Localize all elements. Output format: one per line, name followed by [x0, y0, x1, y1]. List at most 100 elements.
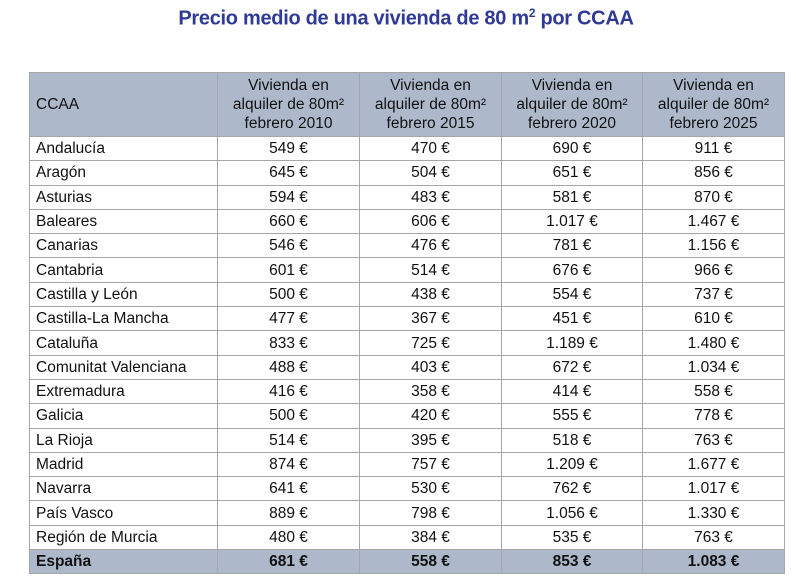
- price-cell: 778 €: [642, 403, 785, 429]
- price-cell: 470 €: [359, 135, 502, 162]
- price-cell: 601 €: [217, 257, 360, 283]
- price-cell: 514 €: [217, 427, 360, 453]
- price-cell: 420 €: [359, 403, 502, 429]
- title-superscript: 2: [528, 6, 536, 20]
- price-cell: 480 €: [217, 524, 360, 551]
- title-text: Precio medio de una vivienda de 80 m: [178, 7, 529, 30]
- header-line: febrero 2020: [528, 115, 616, 132]
- price-cell: 594 €: [217, 184, 360, 210]
- price-cell: 1.467 €: [642, 208, 785, 235]
- price-cell: 676 €: [501, 257, 643, 283]
- header-line: alquiler de 80m²: [374, 96, 487, 113]
- table-row: Madrid 874 €757 €1.209 €1.677 €: [29, 451, 785, 478]
- price-cell: 1.677 €: [642, 451, 785, 478]
- price-cell: 1.017 €: [501, 208, 643, 235]
- price-cell: 514 €: [359, 257, 502, 283]
- price-cell: 911 €: [642, 135, 785, 162]
- region-cell: Cataluña: [29, 330, 218, 356]
- table-row: Baleares 660 €606 €1.017 €1.467 €: [29, 208, 785, 235]
- price-cell: 546 €: [217, 233, 360, 259]
- price-cell: 870 €: [642, 184, 785, 210]
- region-cell: País Vasco: [29, 500, 218, 526]
- price-cell: 403 €: [359, 354, 502, 380]
- header-2020: Vivienda en alquiler de 80m² febrero 2020: [501, 72, 643, 137]
- price-cell: 645 €: [217, 160, 360, 186]
- price-cell: 414 €: [501, 378, 643, 405]
- table-row: La Rioja 514 €395 €518 €763 €: [29, 427, 785, 453]
- price-cell: 763 €: [642, 427, 785, 453]
- table-row: Galicia 500 €420 €555 €778 €: [29, 403, 785, 429]
- price-cell: 1.056 €: [501, 500, 643, 526]
- region-cell: Madrid: [29, 451, 218, 478]
- table-row: País Vasco 889 €798 €1.056 €1.330 €: [29, 500, 785, 526]
- table-row: Comunitat Valenciana 488 €403 €672 €1.034…: [29, 354, 785, 380]
- price-cell: 874 €: [217, 451, 360, 478]
- header-row: CCAA Vivienda en alquiler de 80m² febrero …: [29, 72, 785, 137]
- region-cell: Región de Murcia: [29, 524, 218, 551]
- region-cell: Castilla y León: [29, 281, 218, 308]
- price-cell: 690 €: [501, 135, 643, 162]
- price-cell: 488 €: [217, 354, 360, 380]
- table-row: Aragón 645 €504 €651 €856 €: [29, 160, 785, 186]
- region-cell: Extremadura: [29, 378, 218, 405]
- price-table: CCAA Vivienda en alquiler de 80m² febrero …: [29, 72, 785, 575]
- header-line: alquiler de 80m²: [657, 96, 770, 113]
- region-cell: España: [29, 549, 218, 575]
- header-line: Vivienda en: [248, 77, 329, 94]
- header-line: Vivienda en: [390, 77, 471, 94]
- total-row: España 681 €558 €853 €1.083 €: [29, 549, 785, 575]
- price-cell: 889 €: [217, 500, 360, 526]
- region-cell: Comunitat Valenciana: [29, 354, 218, 380]
- price-cell: 384 €: [359, 524, 502, 551]
- price-cell: 416 €: [217, 378, 360, 405]
- table-row: Canarias 546 €476 €781 €1.156 €: [29, 233, 785, 259]
- price-cell: 558 €: [642, 378, 785, 405]
- price-cell: 762 €: [501, 476, 643, 502]
- price-cell: 1.480 €: [642, 330, 785, 356]
- table-row: Cataluña 833 €725 €1.189 €1.480 €: [29, 330, 785, 356]
- region-cell: Castilla-La Mancha: [29, 306, 218, 332]
- price-cell: 660 €: [217, 208, 360, 235]
- price-cell: 725 €: [359, 330, 502, 356]
- price-cell: 737 €: [642, 281, 785, 308]
- region-cell: Galicia: [29, 403, 218, 429]
- price-cell: 1.156 €: [642, 233, 785, 259]
- price-cell: 451 €: [501, 306, 643, 332]
- price-cell: 966 €: [642, 257, 785, 283]
- title-suffix: por CCAA: [535, 7, 634, 30]
- price-cell: 1.189 €: [501, 330, 643, 356]
- table-row: Castilla-La Mancha 477 €367 €451 €610 €: [29, 306, 785, 332]
- table-row: Extremadura 416 €358 €414 €558 €: [29, 378, 785, 405]
- table-row: Castilla y León 500 €438 €554 €737 €: [29, 281, 785, 308]
- header-2015: Vivienda en alquiler de 80m² febrero 2015: [359, 72, 502, 137]
- price-cell: 477 €: [217, 306, 360, 332]
- price-cell: 757 €: [359, 451, 502, 478]
- header-2025: Vivienda en alquiler de 80m² febrero 2025: [642, 72, 785, 137]
- price-cell: 1.017 €: [642, 476, 785, 502]
- table-row: Región de Murcia 480 €384 €535 €763 €: [29, 524, 785, 551]
- price-cell: 558 €: [359, 549, 502, 575]
- price-cell: 438 €: [359, 281, 502, 308]
- price-cell: 1.034 €: [642, 354, 785, 380]
- price-cell: 518 €: [501, 427, 643, 453]
- region-cell: Baleares: [29, 208, 218, 235]
- price-cell: 763 €: [642, 524, 785, 551]
- table-row: Navarra 641 €530 €762 €1.017 €: [29, 476, 785, 502]
- price-cell: 672 €: [501, 354, 643, 380]
- region-cell: Aragón: [29, 160, 218, 186]
- price-cell: 395 €: [359, 427, 502, 453]
- price-cell: 476 €: [359, 233, 502, 259]
- price-cell: 500 €: [217, 281, 360, 308]
- header-line: alquiler de 80m²: [516, 96, 628, 113]
- region-cell: La Rioja: [29, 427, 218, 453]
- price-cell: 1.083 €: [642, 549, 785, 575]
- table-row: Asturias 594 €483 €581 €870 €: [29, 184, 785, 210]
- price-cell: 1.330 €: [642, 500, 785, 526]
- price-cell: 1.209 €: [501, 451, 643, 478]
- header-2010: Vivienda en alquiler de 80m² febrero 2010: [217, 72, 360, 137]
- header-line: febrero 2015: [386, 115, 475, 132]
- price-cell: 367 €: [359, 306, 502, 332]
- price-cell: 581 €: [501, 184, 643, 210]
- price-cell: 535 €: [501, 524, 643, 551]
- table-row: Cantabria 601 €514 €676 €966 €: [29, 257, 785, 283]
